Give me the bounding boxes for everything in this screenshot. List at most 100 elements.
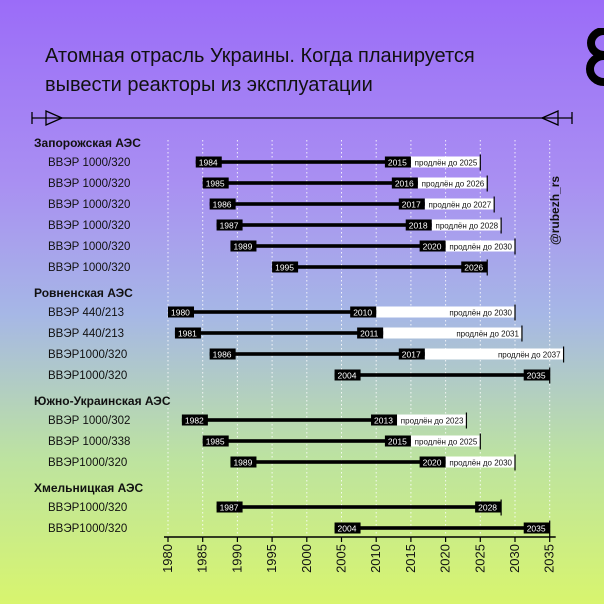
end-year-tag [384,435,411,447]
extension-label: продлён до 2030 [449,459,512,468]
extension-label: продлён до 2031 [456,330,519,339]
x-tick-label-2015: 2015 [403,544,418,573]
operation-bar [216,223,432,227]
x-tick-label-2005: 2005 [334,544,349,573]
end-year-label: 2028 [478,503,497,513]
reactor-type-label: ВВЭР 1000/320 [48,220,130,232]
extension-label: продлён до 2023 [401,417,464,426]
end-year-tag [398,348,425,360]
extension-label: продлён до 2030 [449,309,512,318]
extension-bar [383,327,522,339]
end-year-label: 2017 [402,200,421,210]
start-year-label: 1982 [185,416,204,426]
end-year-tag [391,177,418,189]
start-year-tag [334,522,361,534]
operation-bar [181,418,398,422]
start-year-label: 2004 [338,371,357,381]
x-tick-label-2035: 2035 [542,544,557,573]
end-year-label: 2015 [388,158,407,168]
reactor-type-label: ВВЭР 440/213 [48,328,124,340]
extension-bar [376,306,515,318]
start-year-tag [230,240,257,252]
extension-bar [431,219,502,231]
reactor-type-label: ВВЭР1000/320 [48,457,127,469]
operation-bar [230,244,446,248]
start-year-label: 1985 [206,437,225,447]
reactor-type-label: ВВЭР1000/320 [48,370,127,382]
x-tick-label-2020: 2020 [438,544,453,573]
operation-bar [209,352,425,356]
arrow-head-right-icon [540,110,573,126]
end-year-tag [350,306,377,318]
end-year-tag [475,501,502,513]
extension-bar [410,156,481,168]
start-year-label: 1986 [213,350,232,360]
end-year-label: 2016 [395,179,414,189]
reactor-type-label: ВВЭР1000/320 [48,523,127,535]
start-year-tag [209,198,236,210]
start-year-label: 1984 [199,158,218,168]
extension-label: продлён до 2025 [415,438,478,447]
end-year-label: 2017 [402,350,421,360]
reactor-type-label: ВВЭР 1000/320 [48,157,130,169]
operation-bar [334,373,550,377]
logo-eight-icon [586,28,604,86]
end-year-label: 2035 [527,524,546,534]
start-year-tag [216,501,243,513]
operation-bar [174,331,384,335]
operation-bar [334,526,550,530]
operation-bar [230,460,446,464]
start-year-label: 1981 [178,329,197,339]
extension-label: продлён до 2026 [422,180,485,189]
chart-title: Атомная отрасль Украины. Когда планирует… [45,42,505,100]
end-year-label: 2026 [464,263,483,273]
end-year-label: 2020 [423,458,442,468]
reactor-type-label: ВВЭР 1000/320 [48,199,130,211]
operation-bar [216,505,502,509]
start-year-tag [202,177,229,189]
group-title: Хмельницкая АЭС [34,481,143,495]
start-year-label: 2004 [338,524,357,534]
group-title: Запорожская АЭС [34,136,141,150]
operation-bar [202,439,411,443]
end-year-tag [461,261,488,273]
x-tick-label-2025: 2025 [472,544,487,573]
x-tick-label-2010: 2010 [368,544,383,573]
operation-bar [168,310,377,314]
end-year-label: 2018 [409,221,428,231]
end-year-tag [523,522,550,534]
start-year-tag [181,414,208,426]
operation-bar [195,160,411,164]
x-tick-label-2000: 2000 [299,544,314,573]
end-year-label: 2015 [388,437,407,447]
end-year-tag [405,219,432,231]
end-year-label: 2020 [423,242,442,252]
end-year-tag [357,327,384,339]
end-year-tag [419,456,446,468]
start-year-tag [195,156,222,168]
end-year-tag [523,369,550,381]
end-year-tag [398,198,425,210]
x-tick-label-1980: 1980 [160,544,175,573]
x-tick-label-1985: 1985 [195,544,210,573]
end-year-tag [384,156,411,168]
x-tick-label-1995: 1995 [264,544,279,573]
extension-label: продлён до 2027 [429,201,492,210]
start-year-tag [334,369,361,381]
end-year-label: 2011 [360,329,379,339]
extension-label: продлён до 2028 [435,222,498,231]
end-year-label: 2010 [353,308,372,318]
reactor-type-label: ВВЭР 1000/320 [48,262,130,274]
group-title: Ровненская АЭС [34,286,133,300]
start-year-label: 1985 [206,179,225,189]
reactor-type-label: ВВЭР 440/213 [48,307,124,319]
reactor-type-label: ВВЭР 1000/338 [48,436,130,448]
end-year-label: 2013 [374,416,393,426]
extension-label: продлён до 2025 [415,159,478,168]
start-year-tag [230,456,257,468]
start-year-tag [216,219,243,231]
end-year-tag [371,414,398,426]
operation-bar [209,202,425,206]
